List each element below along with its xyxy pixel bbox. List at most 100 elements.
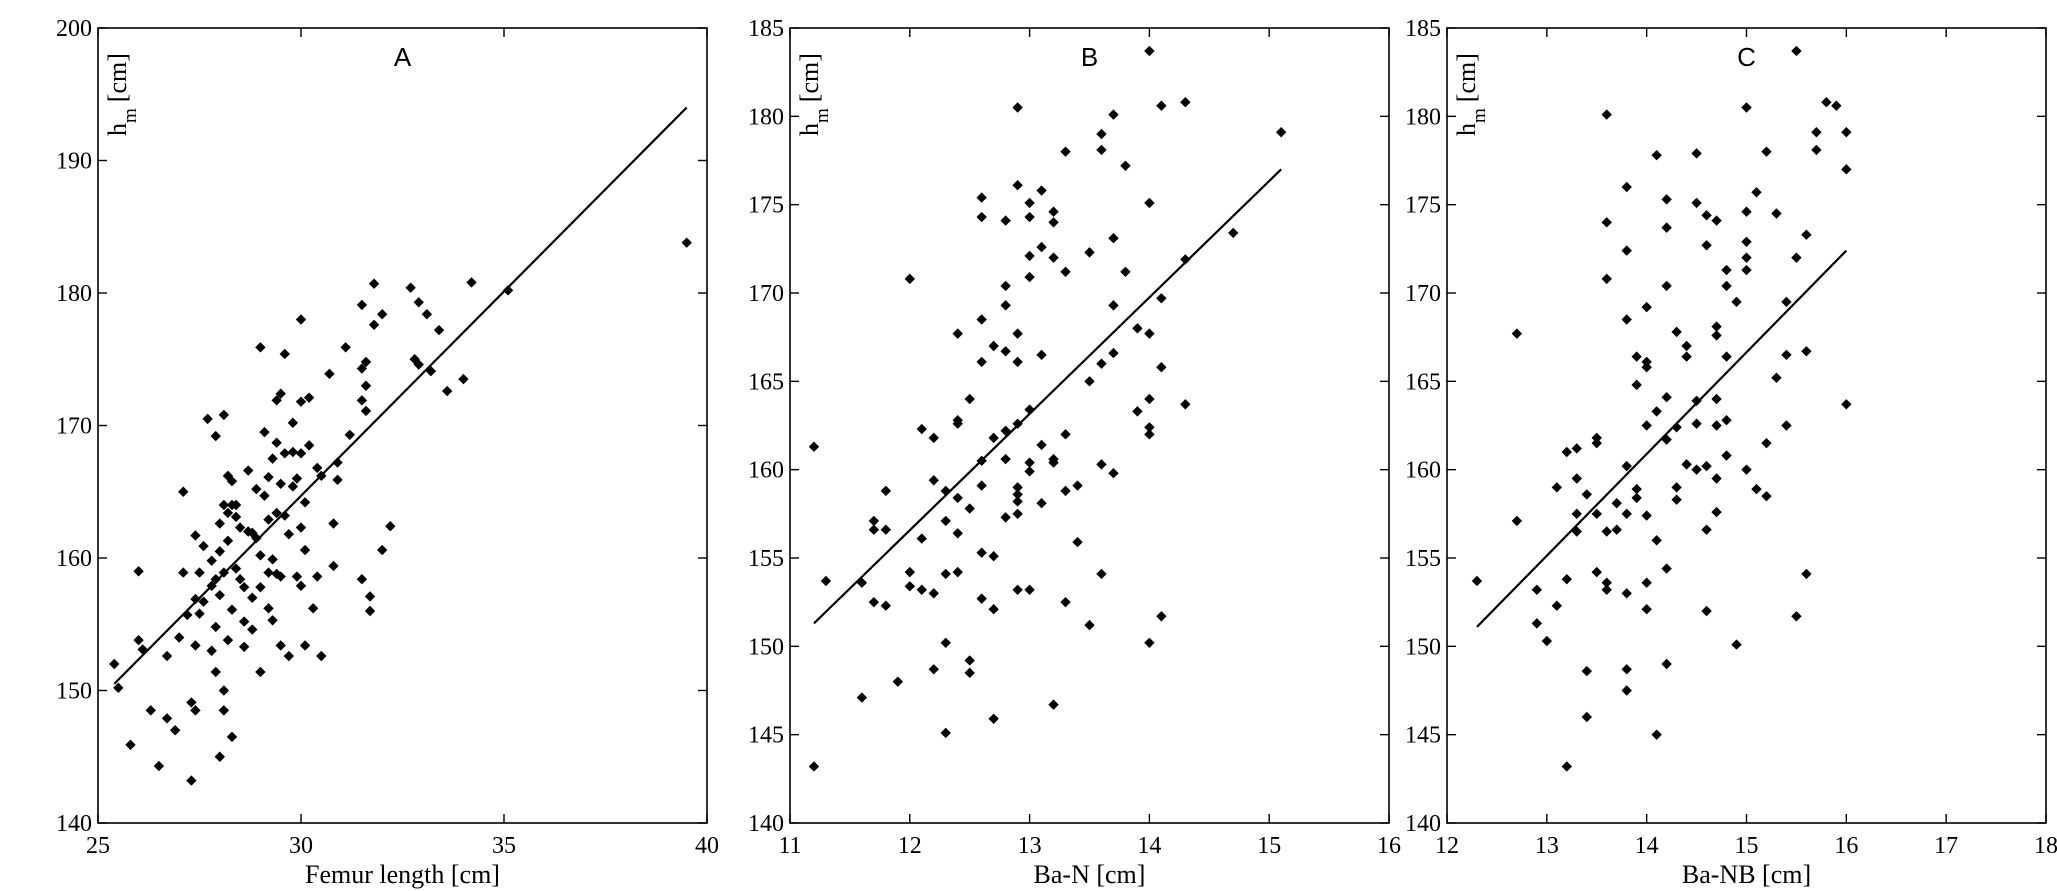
y-axis-label-unit: [cm] xyxy=(1452,53,1481,102)
data-point xyxy=(238,641,250,652)
data-point xyxy=(1711,393,1722,405)
y-axis-label-subscript: m xyxy=(1469,108,1490,123)
data-point xyxy=(1711,321,1722,332)
data-point xyxy=(1000,346,1011,357)
data-point xyxy=(1701,460,1712,472)
data-point xyxy=(421,309,433,320)
data-point xyxy=(295,396,307,407)
data-point xyxy=(230,499,242,511)
data-point xyxy=(1841,164,1852,175)
data-point xyxy=(133,566,144,577)
data-point xyxy=(1741,252,1752,263)
data-point xyxy=(275,478,286,489)
data-point xyxy=(230,563,242,574)
y-tick-label: 150 xyxy=(748,634,784,660)
data-point xyxy=(1084,619,1095,631)
data-point xyxy=(1601,577,1612,588)
data-point xyxy=(1156,100,1167,111)
data-point xyxy=(1120,266,1131,277)
data-point xyxy=(137,644,148,655)
data-point xyxy=(1084,247,1095,258)
data-point xyxy=(904,566,915,578)
data-point xyxy=(1641,510,1652,521)
data-point xyxy=(1541,635,1553,647)
data-point xyxy=(1701,210,1712,221)
data-point xyxy=(1681,459,1692,470)
data-point xyxy=(169,725,181,736)
data-point xyxy=(340,342,351,353)
data-point xyxy=(267,554,278,565)
data-point xyxy=(1108,468,1119,479)
data-point xyxy=(178,567,189,578)
data-point xyxy=(226,731,238,743)
data-point xyxy=(1621,460,1632,472)
data-point xyxy=(218,499,230,511)
data-point xyxy=(1801,568,1812,580)
data-point xyxy=(1741,102,1752,113)
data-point xyxy=(1701,240,1712,251)
data-point xyxy=(263,567,274,578)
data-point xyxy=(226,475,238,487)
panel-b: 11 12 13 14 15 16 140 145 150 155 160 165 170 175 180 1… xyxy=(748,16,1401,889)
data-point xyxy=(976,480,987,491)
data-point xyxy=(291,571,303,582)
data-point xyxy=(1821,97,1832,108)
data-point xyxy=(190,593,201,605)
data-point xyxy=(952,566,963,578)
data-point xyxy=(1721,450,1732,461)
data-point xyxy=(202,413,213,425)
data-point xyxy=(880,600,892,611)
data-point xyxy=(259,490,270,501)
data-point xyxy=(405,282,416,293)
y-tick-label: 140 xyxy=(56,811,92,837)
data-point xyxy=(283,650,295,662)
data-point xyxy=(182,609,193,621)
data-point xyxy=(1741,236,1752,247)
data-point xyxy=(1024,250,1035,262)
data-point xyxy=(1691,464,1702,475)
x-tick-label: 30 xyxy=(289,833,313,859)
data-point xyxy=(1275,127,1287,138)
data-point xyxy=(1631,379,1642,391)
data-point xyxy=(413,297,424,308)
data-point xyxy=(222,634,234,646)
data-point xyxy=(1581,489,1592,500)
data-point xyxy=(1048,252,1059,263)
data-point xyxy=(1681,351,1692,362)
regression-line xyxy=(1476,249,1848,628)
data-point xyxy=(206,580,217,592)
data-point xyxy=(976,455,987,467)
data-point xyxy=(214,589,225,601)
data-point xyxy=(360,380,372,391)
data-point xyxy=(214,546,225,557)
data-point xyxy=(1144,45,1155,57)
data-point xyxy=(1012,328,1023,339)
data-point xyxy=(808,441,820,452)
regression-line xyxy=(113,106,688,685)
data-point xyxy=(1072,536,1083,548)
data-point xyxy=(271,437,282,448)
y-axis-label: hm [cm] xyxy=(103,53,141,136)
data-point xyxy=(299,497,311,508)
data-point xyxy=(259,426,270,438)
x-tick-label: 25 xyxy=(86,833,110,859)
data-point xyxy=(263,514,274,525)
data-point xyxy=(295,448,307,459)
data-point xyxy=(1531,618,1543,629)
y-tick-label: 145 xyxy=(1405,723,1441,749)
data-point xyxy=(275,388,286,399)
data-point xyxy=(1751,187,1762,198)
data-point xyxy=(1601,526,1612,537)
data-point xyxy=(1144,197,1155,209)
data-point xyxy=(952,418,963,429)
data-point xyxy=(1701,605,1712,617)
data-point xyxy=(1048,457,1059,468)
data-point xyxy=(206,645,217,656)
data-point xyxy=(988,713,999,724)
data-point xyxy=(502,285,514,296)
data-point xyxy=(1841,399,1852,410)
data-point xyxy=(316,650,327,662)
data-point xyxy=(1641,577,1652,588)
data-point xyxy=(1024,466,1035,477)
data-point xyxy=(1012,418,1023,429)
